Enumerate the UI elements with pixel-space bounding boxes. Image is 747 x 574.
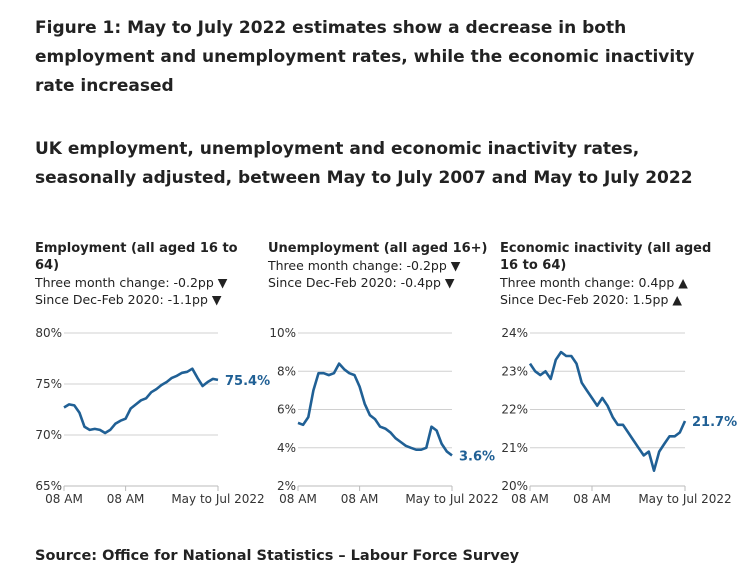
y-tick-label: 20% [501,479,528,493]
three-month-change: Three month change: 0.4pp ▲ [500,275,688,290]
panel-employment-header: Employment (all aged 16 to 64) Three mon… [35,240,255,308]
x-tick-label: 08 AM [511,492,549,506]
since-dec-feb-change: Since Dec-Feb 2020: -0.4pp ▼ [268,275,455,290]
end-value-label: 75.4% [225,374,270,389]
panel-heading: Unemployment (all aged 16+) [268,241,488,256]
end-value-label: 21.7% [692,415,737,430]
three-month-change: Three month change: -0.2pp ▼ [268,258,461,273]
since-dec-feb-change: Since Dec-Feb 2020: 1.5pp ▲ [500,292,683,307]
panel-unemployment-header: Unemployment (all aged 16+) Three month … [268,240,488,291]
y-tick-label: 4% [277,441,296,455]
y-tick-label: 24% [501,326,528,340]
panel-heading: Economic inactivity (all aged 16 to 64) [500,241,712,273]
panel-heading: Employment (all aged 16 to 64) [35,241,238,273]
x-tick-label: May to Jul 2022 [405,492,498,506]
y-tick-label: 21% [501,441,528,455]
y-tick-label: 10% [269,326,296,340]
y-tick-label: 80% [35,326,62,340]
end-value-label: 3.6% [459,449,495,464]
x-tick-label: 08 AM [279,492,317,506]
x-tick-label: 08 AM [341,492,379,506]
since-dec-feb-change: Since Dec-Feb 2020: -1.1pp ▼ [35,292,222,307]
series-line [297,362,453,457]
y-tick-label: 8% [277,364,296,378]
y-tick-label: 65% [35,479,62,493]
x-tick-label: May to Jul 2022 [638,492,731,506]
three-month-change: Three month change: -0.2pp ▼ [35,275,228,290]
y-tick-label: 6% [277,403,296,417]
x-tick-label: 08 AM [107,492,145,506]
series-line [528,350,687,472]
x-tick-label: 08 AM [573,492,611,506]
panel-inactivity-header: Economic inactivity (all aged 16 to 64) … [500,240,720,308]
x-tick-label: May to Jul 2022 [171,492,264,506]
figure-title: Figure 1: May to July 2022 estimates sho… [35,18,695,96]
y-tick-label: 23% [501,364,528,378]
y-tick-label: 75% [35,377,62,391]
y-tick-label: 70% [35,428,62,442]
x-tick-label: 08 AM [45,492,83,506]
figure-subtitle: UK employment, unemployment and economic… [35,139,693,188]
y-tick-label: 2% [277,479,296,493]
source-note: Source: Office for National Statistics –… [35,548,520,564]
y-tick-label: 22% [501,403,528,417]
series-line [63,367,219,435]
